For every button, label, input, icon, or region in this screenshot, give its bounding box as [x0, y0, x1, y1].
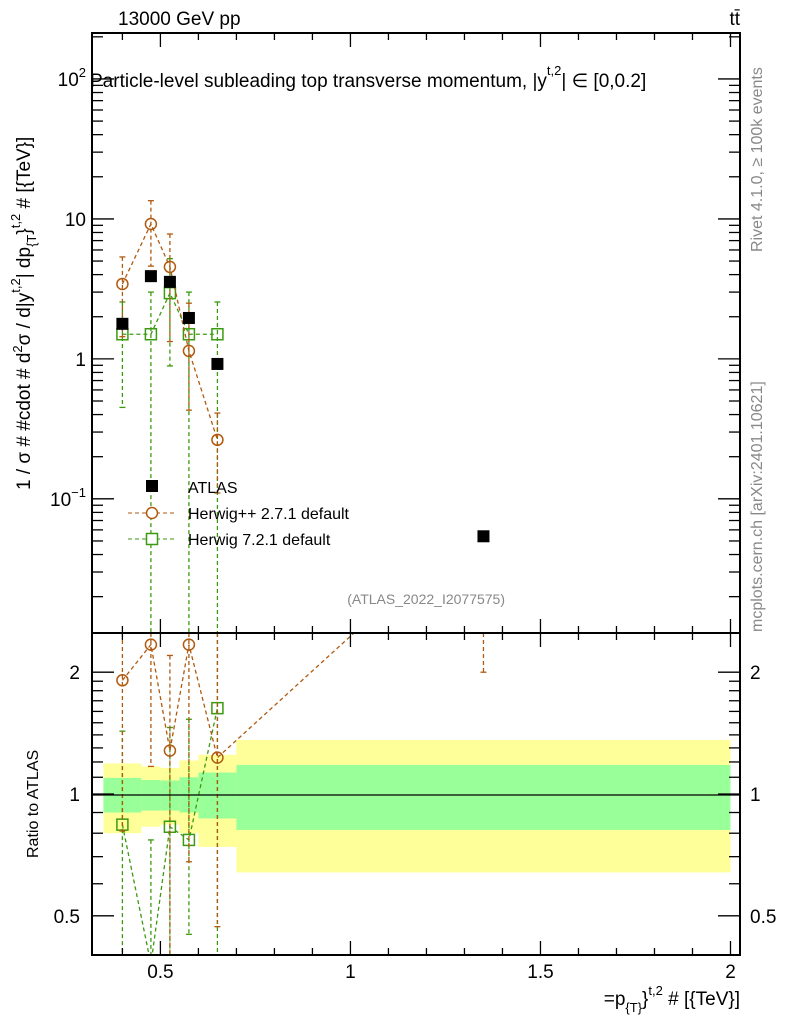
x-tick-label: 1	[345, 962, 356, 983]
y-tick-label: 102	[58, 65, 86, 91]
ratio-herwigpp-point	[163, 744, 177, 757]
ratio-herwigpp-point	[211, 751, 224, 764]
ylabel-a: 1 / σ # #cdot # d	[14, 353, 35, 490]
herwigpp-point	[144, 217, 158, 231]
ratio-y-tick-label: 2	[69, 663, 80, 684]
x-tick-label: 2	[725, 962, 736, 983]
y-tick-label: 10−1	[50, 485, 86, 511]
herwig7-point	[211, 327, 224, 341]
ratio-y-tick-label: 0.5	[54, 907, 80, 928]
atlas-point	[144, 270, 157, 283]
herwigpp-point	[211, 433, 224, 447]
atlas-point	[116, 317, 129, 330]
legend-atlas-marker	[146, 480, 158, 492]
ratio-bands	[103, 739, 731, 873]
band-inner-bin	[236, 764, 731, 830]
title-tail: | ∈ [0,0.2]	[561, 71, 646, 92]
legend-herwigpp-marker	[145, 506, 159, 520]
ratio-frame	[91, 632, 741, 956]
herwigpp-point	[116, 277, 129, 291]
ratio-herwigpp-point	[116, 674, 129, 687]
xlabel-c: }	[642, 989, 648, 1010]
energy-label: 13000 GeV pp	[118, 9, 241, 30]
ylabel-d: }	[14, 228, 35, 234]
x-tick-label: 1.5	[527, 962, 553, 983]
ylabel-c: | dp	[14, 247, 35, 278]
ylabel-e: # [{TeV}	[14, 142, 35, 214]
herwigpp-point	[182, 344, 196, 358]
atlas-point	[182, 311, 195, 324]
axis-ticks	[92, 33, 740, 956]
xlabel-d: t,2	[648, 983, 662, 998]
title-var: y	[537, 71, 547, 92]
rivet-label: Rivet 4.1.0, ≥ 100k events	[749, 67, 766, 252]
title-main: Particle-level subleading top transverse…	[90, 71, 537, 92]
ratio-y-tick-label: 1	[69, 785, 80, 806]
ratio-herwigpp-point	[144, 638, 158, 651]
x-tick-label: 0.5	[147, 962, 173, 983]
ylabel-b: σ / d|y	[14, 292, 35, 345]
legend-herwig7-label: Herwig 7.2.1 default	[188, 532, 331, 549]
xlabel-a: =p	[604, 989, 626, 1010]
herwigpp-line	[121, 222, 219, 441]
mcplots-label: mcplots.cern.ch [arXiv:2401.10621]	[749, 381, 766, 632]
ratio-y-axis-title: Ratio to ATLAS	[25, 750, 42, 858]
ratio-herwigpp-point	[182, 638, 196, 651]
plot-title: Particle-level subleading top transverse…	[90, 63, 646, 92]
x-axis-title: =p{T}}t,2 # [{TeV}]	[604, 983, 740, 1015]
atlas-point	[163, 275, 176, 288]
y-tick-label: 10	[65, 210, 86, 231]
ratio-y-tick-label-right: 0.5	[750, 907, 776, 928]
tick-labels: 102 10 1 10−1 2 2 1 1 0.5 0.5 0.5 1 1.5 2	[50, 65, 776, 983]
chart-marks	[116, 200, 490, 955]
ratio-herwigpp-line	[121, 633, 355, 759]
y-axis-title: 1 / σ # #cdot # d2σ / d|yt,2| dp{T}t,2 #…	[8, 137, 39, 490]
atlas-point	[211, 357, 224, 370]
xlabel-b: {T}	[625, 1000, 642, 1015]
legend-herwig7-marker	[145, 532, 159, 546]
process-label: tt̄	[729, 9, 740, 30]
xlabel-e: # [{TeV}]	[663, 989, 740, 1010]
legend-herwigpp-label: Herwig++ 2.7.1 default	[188, 506, 350, 523]
ratio-y-tick-label-right: 2	[750, 663, 761, 684]
ratio-y-tick-label-right: 1	[750, 785, 761, 806]
legend: ATLAS Herwig++ 2.7.1 default Herwig 7.2.…	[128, 480, 350, 549]
atlas-point	[477, 530, 490, 543]
ylabel-f: ]	[14, 137, 35, 142]
title-sup: t,2	[547, 63, 561, 78]
legend-atlas-label: ATLAS	[188, 480, 238, 497]
y-tick-label: 1	[75, 350, 86, 371]
herwigpp-point	[163, 260, 177, 274]
herwig7-point	[144, 327, 158, 341]
analysis-id: (ATLAS_2022_I2077575)	[347, 591, 505, 607]
